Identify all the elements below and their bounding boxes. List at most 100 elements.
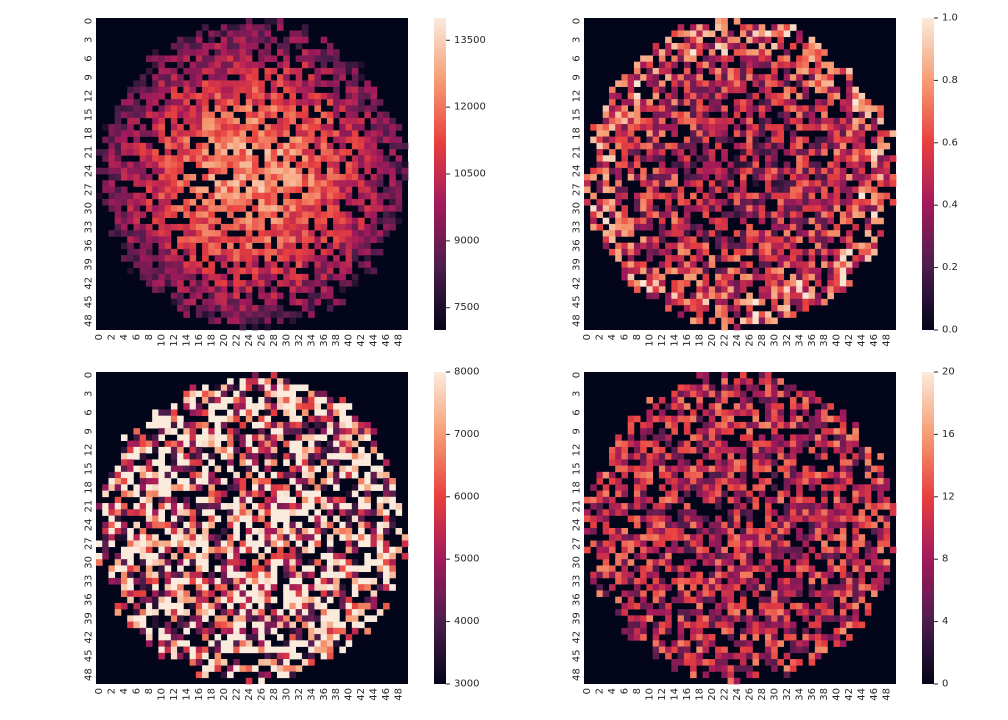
heatmap-cell [771, 174, 778, 181]
heatmap-cell [690, 99, 697, 106]
heatmap-cell [671, 453, 678, 460]
heatmap-cell [195, 155, 203, 162]
heatmap-cell [301, 305, 309, 312]
colorbar-tick-label: 13500 [454, 35, 486, 46]
heatmap-cell [214, 42, 222, 50]
heatmap-cell [320, 255, 328, 262]
heatmap-cell [721, 273, 728, 281]
heatmap-cell [102, 155, 109, 162]
heatmap-cell [358, 459, 365, 466]
heatmap-cell [345, 124, 353, 131]
heatmap-cell [252, 378, 259, 385]
heatmap-cell [233, 577, 240, 585]
heatmap-cell [796, 261, 803, 268]
heatmap-cell [145, 627, 153, 635]
heatmap-cell [677, 280, 685, 287]
heatmap-cell [245, 609, 253, 616]
heatmap-cell [308, 415, 315, 423]
heatmap-cell [383, 136, 390, 144]
heatmap-cell [308, 236, 315, 243]
heatmap-cell [233, 621, 240, 629]
heatmap-cell [295, 602, 303, 610]
heatmap-cell [258, 80, 265, 87]
heatmap-cell [658, 496, 666, 504]
heatmap-cell [314, 596, 321, 604]
heatmap-cell [796, 142, 803, 150]
heatmap-cell [858, 99, 866, 106]
heatmap-cell [802, 496, 809, 504]
heatmap-cell [301, 609, 309, 616]
heatmap-cell [758, 440, 766, 448]
heatmap-cell [320, 503, 328, 510]
heatmap-cell [783, 471, 791, 479]
heatmap-cell [764, 55, 772, 63]
heatmap-cell [258, 540, 265, 548]
heatmap-cell [802, 105, 809, 112]
heatmap-cell [258, 515, 265, 523]
heatmap-cell [158, 192, 165, 200]
heatmap-cell [195, 286, 203, 293]
heatmap-cell [270, 223, 278, 231]
heatmap-cell [133, 230, 141, 237]
heatmap-cell [320, 186, 328, 194]
heatmap-cell [646, 428, 653, 435]
heatmap-cell [351, 92, 359, 100]
heatmap-cell [802, 440, 809, 448]
heatmap-cell [295, 490, 303, 498]
heatmap-cell [202, 528, 209, 535]
heatmap-cell [733, 409, 741, 417]
y-tick-label: 45 [84, 296, 95, 309]
heatmap-cell [239, 490, 247, 498]
heatmap-cell [376, 236, 384, 243]
heatmap-cell [258, 577, 265, 585]
heatmap-cell [877, 205, 884, 212]
heatmap-cell [333, 174, 340, 181]
heatmap-cell [727, 67, 735, 75]
heatmap-cell [708, 465, 716, 473]
heatmap-cell [740, 86, 747, 94]
heatmap-cell [152, 609, 159, 616]
heatmap-cell [677, 74, 685, 81]
heatmap-cell [301, 61, 309, 69]
heatmap-cell [314, 415, 321, 423]
heatmap-cell [145, 609, 153, 616]
heatmap-cell [195, 571, 203, 579]
heatmap-cell [283, 521, 290, 529]
heatmap-cell [202, 634, 209, 641]
heatmap-cell [764, 161, 772, 169]
heatmap-cell [333, 136, 340, 144]
heatmap-cell [120, 211, 128, 219]
heatmap-cell [270, 577, 278, 585]
heatmap-cell [114, 211, 122, 219]
heatmap-cell [202, 311, 209, 318]
heatmap-cell [658, 484, 666, 491]
heatmap-cell [814, 80, 822, 87]
heatmap-cell [852, 490, 859, 498]
heatmap-cell [839, 446, 847, 454]
heatmap-cell [102, 124, 109, 131]
heatmap-cell [183, 136, 190, 144]
heatmap-cell [295, 255, 303, 262]
x-tick-label: 12 [657, 334, 668, 347]
heatmap-cell [139, 596, 147, 604]
heatmap-cell [308, 311, 315, 318]
heatmap-cell [827, 267, 834, 275]
heatmap-cell [708, 384, 716, 392]
heatmap-cell [177, 286, 184, 293]
heatmap-cell [158, 590, 165, 597]
heatmap-cell [683, 305, 691, 312]
heatmap-cell [220, 273, 228, 281]
heatmap-cell [189, 149, 197, 156]
heatmap-cell [202, 478, 209, 485]
heatmap-cell [652, 174, 660, 181]
heatmap-cell [715, 217, 722, 225]
heatmap-cell [202, 255, 209, 262]
heatmap-cell [364, 230, 371, 237]
heatmap-cell [758, 174, 766, 181]
heatmap-cell [183, 111, 190, 119]
heatmap-cell [270, 92, 278, 100]
heatmap-cell [164, 261, 172, 268]
heatmap-cell [295, 286, 303, 293]
heatmap-cell [227, 267, 234, 275]
heatmap-cell [708, 421, 716, 429]
